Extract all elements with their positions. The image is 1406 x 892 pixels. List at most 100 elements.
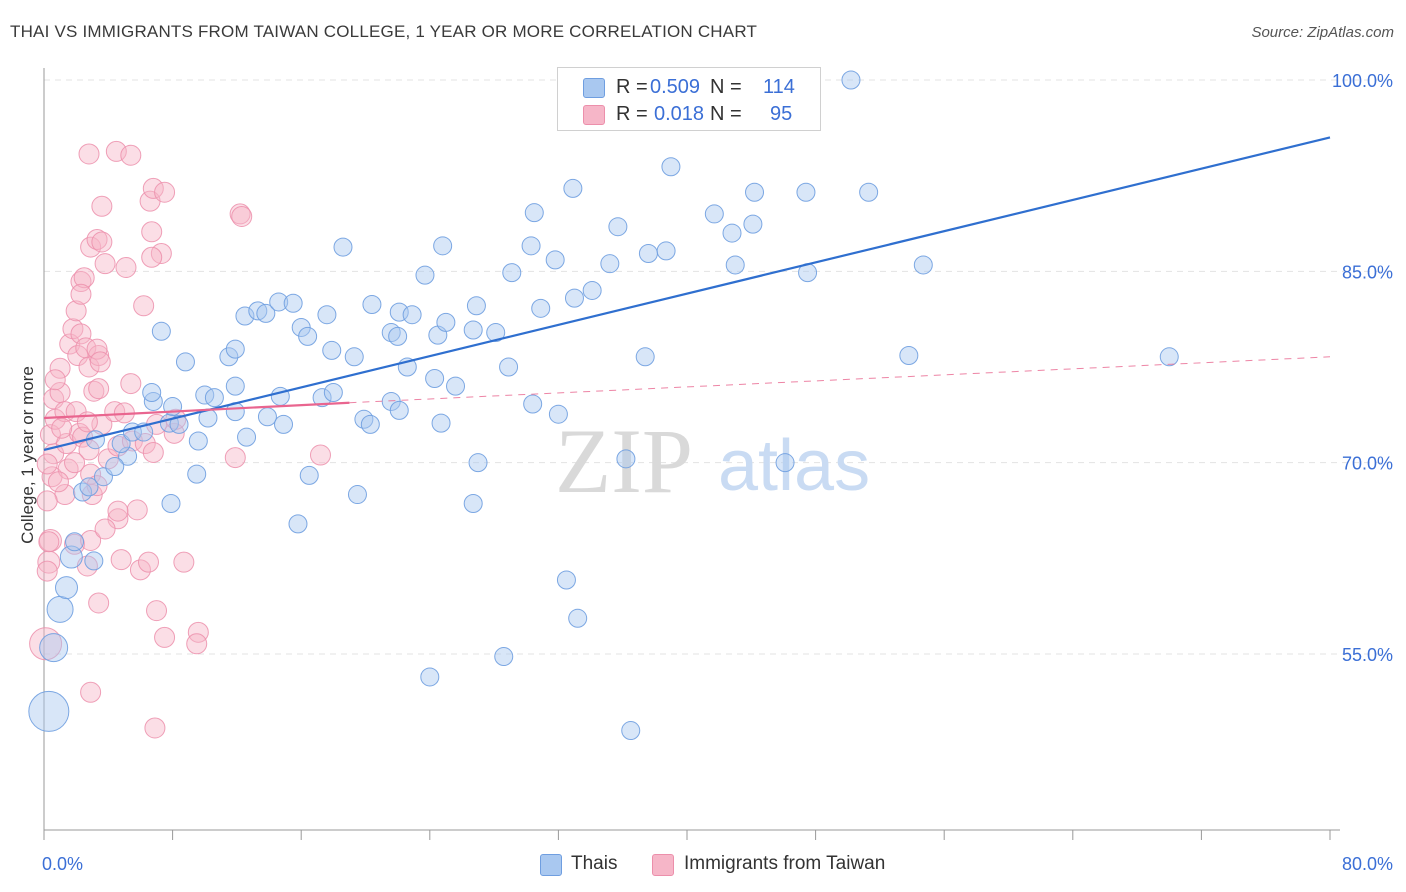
data-point-thais bbox=[743, 214, 763, 234]
data-point-thais bbox=[347, 485, 367, 505]
data-point-thais bbox=[468, 453, 488, 473]
data-point-thais bbox=[446, 376, 466, 396]
data-point-thais bbox=[274, 414, 294, 434]
data-point-thais bbox=[616, 449, 636, 469]
data-point-taiwan bbox=[64, 452, 86, 474]
data-point-taiwan bbox=[94, 253, 116, 275]
data-point-thais bbox=[151, 321, 171, 341]
data-point-taiwan bbox=[70, 283, 92, 305]
data-point-thais bbox=[1159, 347, 1179, 367]
data-point-taiwan bbox=[144, 717, 166, 739]
chart-title: THAI VS IMMIGRANTS FROM TAIWAN COLLEGE, … bbox=[10, 22, 758, 41]
data-point-thais bbox=[256, 303, 276, 323]
data-point-thais bbox=[431, 413, 451, 433]
data-point-thais bbox=[288, 514, 308, 534]
data-point-taiwan bbox=[29, 627, 63, 661]
data-point-thais bbox=[28, 690, 70, 732]
data-point-thais bbox=[161, 493, 181, 513]
legend-n-label: N = bbox=[710, 103, 742, 125]
data-point-thais bbox=[142, 383, 162, 403]
trend-line-taiwan bbox=[43, 401, 350, 420]
data-point-thais bbox=[436, 312, 456, 332]
data-point-thais bbox=[725, 255, 745, 275]
watermark-zip: ZIP bbox=[555, 410, 693, 512]
data-point-thais bbox=[913, 255, 933, 275]
data-point-thais bbox=[568, 608, 588, 628]
data-point-taiwan bbox=[70, 271, 92, 293]
data-point-taiwan bbox=[309, 444, 331, 466]
data-point-taiwan bbox=[65, 300, 87, 322]
data-point-thais bbox=[187, 464, 207, 484]
data-point-thais bbox=[317, 305, 337, 325]
data-point-taiwan bbox=[137, 551, 159, 573]
y-tick-label: 100.0% bbox=[1332, 71, 1393, 91]
data-point-taiwan bbox=[173, 551, 195, 573]
data-point-thais bbox=[79, 477, 99, 497]
data-point-thais bbox=[362, 294, 382, 314]
data-point-taiwan bbox=[107, 508, 129, 530]
data-point-taiwan bbox=[107, 500, 129, 522]
data-point-thais bbox=[499, 357, 519, 377]
data-point-thais bbox=[354, 409, 374, 429]
data-point-taiwan bbox=[80, 681, 102, 703]
data-point-thais bbox=[188, 431, 208, 451]
legend-row-thais: R = 0.509 N = 114 bbox=[558, 74, 820, 102]
watermark: ZIP atlas bbox=[555, 410, 870, 512]
data-point-thais bbox=[175, 352, 195, 372]
data-point-thais bbox=[425, 368, 445, 388]
data-point-thais bbox=[486, 323, 506, 343]
data-point-taiwan bbox=[133, 295, 155, 317]
data-point-thais bbox=[656, 241, 676, 261]
data-point-taiwan bbox=[80, 529, 102, 551]
data-point-taiwan bbox=[70, 323, 92, 345]
data-point-thais bbox=[433, 236, 453, 256]
y-tick-label: 55.0% bbox=[1342, 645, 1393, 665]
data-point-taiwan bbox=[120, 144, 142, 166]
data-point-taiwan bbox=[142, 177, 164, 199]
data-point-taiwan bbox=[91, 231, 113, 253]
data-point-thais bbox=[564, 288, 584, 308]
data-point-thais bbox=[582, 280, 602, 300]
y-axis-label: College, 1 year or more bbox=[18, 366, 37, 544]
data-point-taiwan bbox=[49, 357, 71, 379]
data-point-taiwan bbox=[115, 257, 137, 279]
data-point-thais bbox=[322, 340, 342, 360]
data-point-taiwan bbox=[73, 267, 95, 289]
data-point-thais bbox=[463, 493, 483, 513]
data-point-thais bbox=[463, 320, 483, 340]
data-point-thais bbox=[111, 434, 131, 454]
data-point-thais bbox=[219, 347, 239, 367]
data-point-thais bbox=[312, 388, 332, 408]
data-point-taiwan bbox=[120, 373, 142, 395]
data-point-taiwan bbox=[78, 143, 100, 165]
data-point-taiwan bbox=[51, 417, 73, 439]
data-point-taiwan bbox=[67, 345, 89, 367]
source-label: Source: ZipAtlas.com bbox=[1251, 24, 1394, 41]
data-point-thais bbox=[635, 347, 655, 367]
data-point-thais bbox=[531, 298, 551, 318]
data-point-thais bbox=[502, 263, 522, 283]
data-point-thais bbox=[899, 346, 919, 366]
data-point-taiwan bbox=[154, 181, 176, 203]
y-tick-label: 70.0% bbox=[1342, 454, 1393, 474]
data-point-thais bbox=[466, 296, 486, 316]
data-point-thais bbox=[73, 482, 93, 502]
data-point-thais bbox=[524, 203, 544, 223]
data-point-thais bbox=[105, 456, 125, 476]
data-point-thais bbox=[523, 394, 543, 414]
legend-series: Thais Immigrants from Taiwan bbox=[0, 852, 1406, 878]
data-point-taiwan bbox=[38, 531, 60, 553]
data-point-thais bbox=[638, 243, 658, 263]
data-point-thais bbox=[39, 633, 69, 663]
watermark-atlas: atlas bbox=[718, 426, 870, 506]
data-point-taiwan bbox=[86, 475, 108, 497]
data-point-taiwan bbox=[146, 600, 168, 622]
legend-label-thais: Thais bbox=[571, 853, 618, 874]
data-point-taiwan bbox=[186, 633, 208, 655]
data-point-thais bbox=[299, 465, 319, 485]
data-point-thais bbox=[65, 532, 85, 552]
data-point-thais bbox=[46, 595, 74, 623]
y-tick-label: 85.0% bbox=[1342, 262, 1393, 282]
data-point-taiwan bbox=[36, 490, 58, 512]
data-point-thais bbox=[389, 400, 409, 420]
